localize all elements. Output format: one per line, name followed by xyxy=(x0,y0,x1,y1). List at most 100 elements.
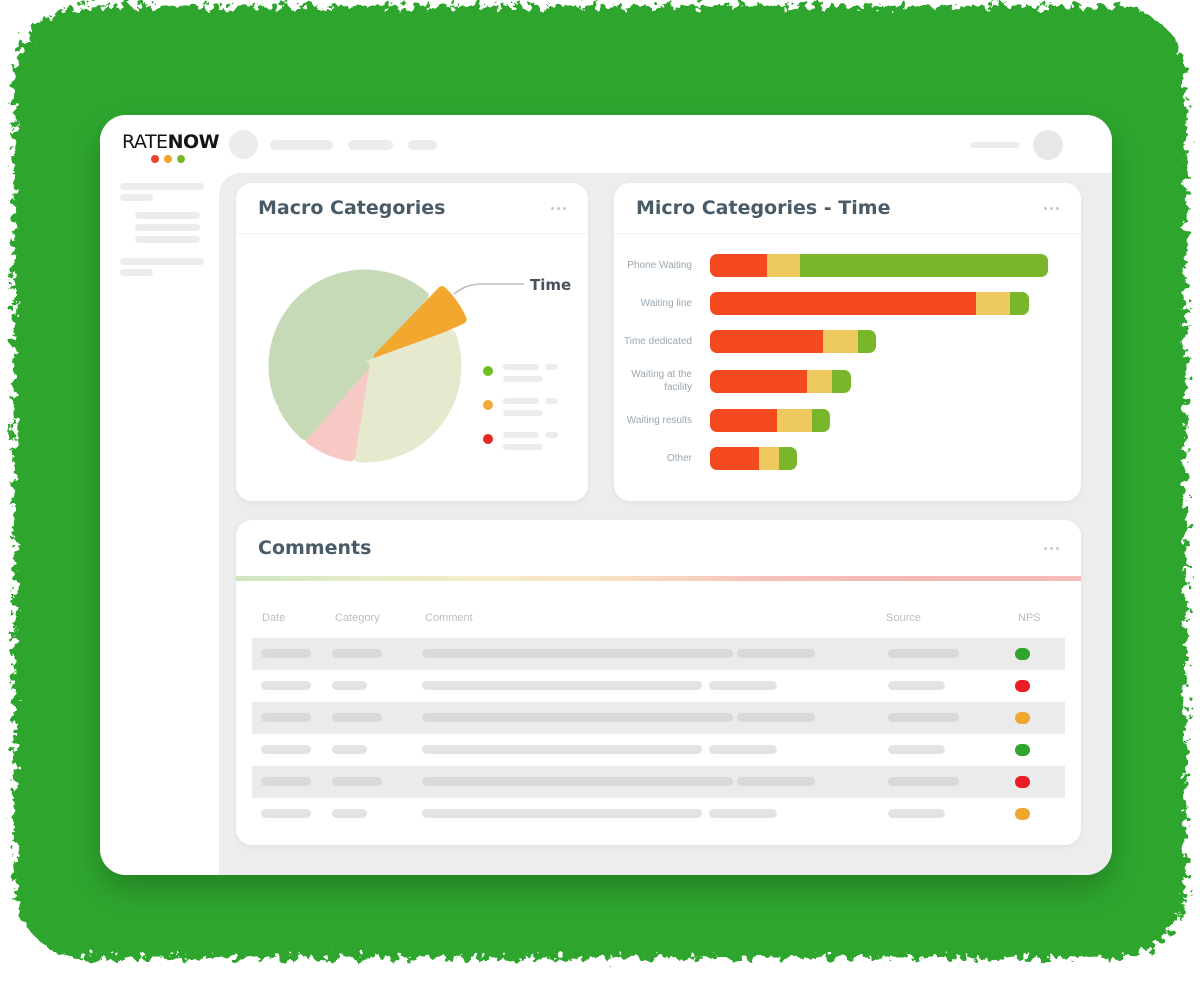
table-row xyxy=(252,798,1065,830)
yellow-segment xyxy=(759,447,779,470)
stacked-bar xyxy=(710,409,830,432)
comment-placeholder xyxy=(422,681,702,690)
legend-bar xyxy=(545,364,558,370)
yellow-segment xyxy=(823,330,858,353)
pie-slice-segment-sliver-green xyxy=(278,361,370,440)
legend-item xyxy=(483,398,558,416)
bar-category-label: Waiting at the facility xyxy=(631,369,692,393)
nav-item-placeholder[interactable] xyxy=(348,140,393,150)
sidebar-item-placeholder[interactable] xyxy=(120,258,204,265)
green-segment xyxy=(812,409,830,432)
sidebar-subitem-placeholder[interactable] xyxy=(135,212,200,219)
yellow-segment xyxy=(777,409,812,432)
legend-line xyxy=(503,398,558,404)
source-placeholder xyxy=(888,681,945,690)
source-placeholder xyxy=(888,649,959,658)
column-header-date: Date xyxy=(262,612,286,624)
comment-placeholder xyxy=(422,745,702,754)
logo-dot xyxy=(164,155,172,163)
yellow-segment xyxy=(976,292,1010,315)
red-segment xyxy=(710,409,777,432)
bar-category-label: Time dedicated xyxy=(624,336,692,347)
red-segment xyxy=(710,369,807,393)
legend-text-placeholder xyxy=(503,432,558,450)
sidebar-item-placeholder[interactable] xyxy=(120,183,204,190)
macro-card-header: Macro Categories xyxy=(236,183,588,234)
macro-card-title: Macro Categories xyxy=(258,197,446,219)
ellipsis-menu-icon[interactable] xyxy=(1044,543,1059,554)
yellow-segment xyxy=(807,369,832,393)
category-placeholder xyxy=(332,649,382,658)
pie-slice-time xyxy=(373,286,467,362)
ellipsis-menu-icon[interactable] xyxy=(1044,203,1059,214)
green-segment xyxy=(1010,292,1029,315)
comments-table-body xyxy=(252,638,1065,830)
nav-home-icon[interactable] xyxy=(229,130,258,159)
bar-row: Time dedicated xyxy=(614,330,1081,353)
pie-legend xyxy=(483,364,558,466)
avatar[interactable] xyxy=(1033,130,1063,160)
legend-item xyxy=(483,432,558,450)
column-header-comment: Comment xyxy=(425,612,473,624)
legend-bar xyxy=(503,432,539,438)
source-placeholder xyxy=(888,809,945,818)
app-window: RATENOW Macro Categories xyxy=(100,115,1112,875)
source-placeholder xyxy=(888,777,959,786)
main-content: Macro Categories Time Micro Categories -… xyxy=(219,173,1112,875)
pie-slice-segment-top-green xyxy=(360,271,429,371)
legend-text-placeholder xyxy=(503,364,558,382)
bar-row: Waiting at the facility xyxy=(614,368,1081,394)
stacked-bar xyxy=(710,330,876,353)
comment-placeholder xyxy=(737,649,815,658)
legend-bar xyxy=(503,364,539,370)
logo-text-now: NOW xyxy=(167,131,220,153)
bar-row: Phone Waiting xyxy=(614,254,1081,277)
bar-category-label: Waiting results xyxy=(626,415,692,426)
sidebar-item-placeholder[interactable] xyxy=(120,269,153,276)
legend-bar xyxy=(503,410,543,416)
sidebar-subitem-placeholder[interactable] xyxy=(135,236,200,243)
sidebar xyxy=(100,173,219,875)
date-placeholder xyxy=(261,649,311,658)
comments-card-header: Comments xyxy=(236,520,1081,576)
micro-card-title: Micro Categories - Time xyxy=(636,197,891,219)
nav-item-placeholder[interactable] xyxy=(270,140,333,150)
logo-dots xyxy=(122,155,214,163)
sidebar-item-placeholder[interactable] xyxy=(120,194,153,201)
comment-placeholder xyxy=(422,809,702,818)
nps-dot xyxy=(1015,680,1030,692)
pie-chart: Time xyxy=(268,269,571,463)
nav-item-placeholder[interactable] xyxy=(408,140,437,150)
comment-placeholder xyxy=(709,809,777,818)
column-header-nps: NPS xyxy=(1018,612,1041,624)
comment-placeholder xyxy=(709,745,777,754)
ellipsis-menu-icon[interactable] xyxy=(551,203,566,214)
source-placeholder xyxy=(888,745,945,754)
comments-card-title: Comments xyxy=(258,537,372,559)
nps-dot xyxy=(1015,808,1030,820)
stacked-bar-chart: Phone Waiting Waiting line Time dedicated W… xyxy=(614,234,1081,470)
comment-placeholder xyxy=(709,681,777,690)
date-placeholder xyxy=(261,777,311,786)
category-placeholder xyxy=(332,681,367,690)
logo-dot xyxy=(151,155,159,163)
bar-category-label: Waiting line xyxy=(640,298,692,309)
callout-line xyxy=(453,283,524,295)
green-segment xyxy=(832,369,851,393)
micro-categories-card: Micro Categories - Time Phone Waiting Wai… xyxy=(614,183,1081,501)
stacked-bar xyxy=(710,447,797,470)
table-row xyxy=(252,766,1065,798)
logo-text: RATENOW xyxy=(122,131,220,153)
legend-line xyxy=(503,432,558,438)
comments-card: Comments Date Category Comment Source NP… xyxy=(236,520,1081,845)
bar-category-label: Other xyxy=(666,453,692,464)
red-segment xyxy=(710,292,976,315)
category-placeholder xyxy=(332,745,367,754)
sidebar-subitem-placeholder[interactable] xyxy=(135,224,200,231)
table-row xyxy=(252,670,1065,702)
macro-categories-card: Macro Categories Time xyxy=(236,183,588,501)
bar-row: Other xyxy=(614,447,1081,470)
nps-dot xyxy=(1015,712,1030,724)
app-header: RATENOW xyxy=(100,115,1112,173)
ratenow-logo: RATENOW xyxy=(122,131,220,163)
